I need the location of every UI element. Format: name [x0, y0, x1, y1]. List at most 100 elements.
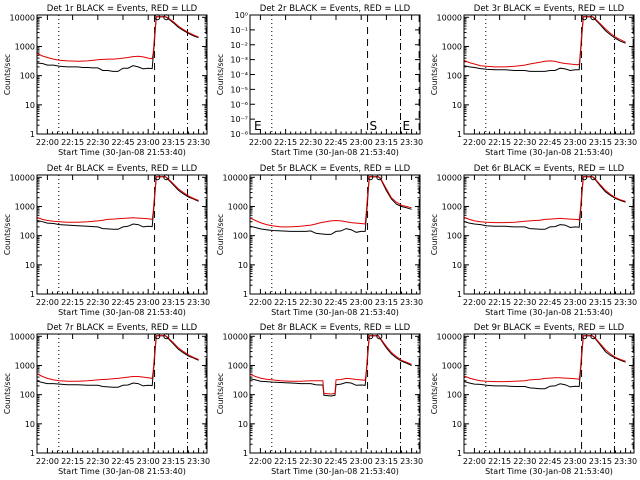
peak-marker [154, 174, 161, 181]
plot-frame [36, 174, 208, 295]
y-tick-label: 10⁻¹ [230, 26, 248, 35]
x-axis-label: Start Time (30-Jan-08 21:53:40) [58, 148, 186, 157]
peak-marker [163, 333, 170, 340]
x-axis-label: Start Time (30-Jan-08 21:53:40) [58, 467, 186, 476]
y-tick-label: 100 [447, 72, 462, 81]
chart-title: Det 9r BLACK = Events, RED = LLD [474, 323, 625, 333]
x-tick-label: 23:00 [350, 298, 373, 307]
x-tick-label: 22:15 [488, 457, 511, 466]
chart-panel-3: Det 3r BLACK = Events, RED = LLD 1 10 100 10… [430, 4, 637, 157]
y-tick-label: 100 [447, 391, 462, 400]
y-tick-label: 100 [20, 391, 35, 400]
peak-marker [581, 333, 588, 340]
y-tick-label: 1000 [442, 42, 462, 51]
peak-marker [376, 333, 383, 340]
x-tick-label: 22:30 [86, 138, 109, 147]
x-tick-label: 23:15 [162, 138, 185, 147]
x-tick-label: 23:15 [375, 298, 398, 307]
y-tick-label: 10⁻⁵ [230, 85, 248, 94]
x-tick-label: 23:15 [589, 298, 612, 307]
y-tick-label: 10000 [223, 332, 248, 341]
y-tick-label: 1000 [15, 42, 35, 51]
x-tick-label: 22:15 [274, 298, 297, 307]
x-tick-label: 22:00 [249, 298, 272, 307]
x-tick-label: 23:00 [137, 298, 160, 307]
y-tick-label: 10 [452, 420, 462, 429]
x-tick-label: 23:30 [187, 298, 210, 307]
events-series-line [37, 176, 199, 230]
y-tick-label: 1 [30, 290, 35, 299]
y-tick-label: 1 [457, 130, 462, 139]
y-axis-label: Counts/sec [430, 214, 439, 255]
x-tick-label: 23:00 [564, 138, 587, 147]
y-tick-label: 10000 [437, 13, 462, 22]
chart-panel-4: Det 4r BLACK = Events, RED = LLD 1 10 100 10… [3, 164, 210, 317]
x-tick-label: 23:15 [589, 457, 612, 466]
x-tick-label: 22:30 [86, 298, 109, 307]
lld-series-line [250, 335, 412, 395]
peak-marker [367, 333, 374, 340]
y-axis-label: Counts/sec [430, 373, 439, 414]
y-axis-label: Counts/sec [216, 214, 225, 255]
x-tick-label: 23:30 [400, 138, 423, 147]
plot-frame [463, 333, 635, 454]
y-tick-label: 100 [20, 72, 35, 81]
y-tick-label: 1000 [228, 202, 248, 211]
x-tick-label: 23:15 [162, 298, 185, 307]
y-tick-label: 10000 [437, 173, 462, 182]
peak-marker [590, 14, 597, 21]
y-axis-label: Counts/sec [430, 54, 439, 95]
peak-marker [590, 174, 597, 181]
x-tick-label: 22:30 [299, 457, 322, 466]
y-tick-label: 10000 [10, 13, 35, 22]
lld-series-line [250, 176, 412, 228]
events-series-line [464, 16, 626, 72]
y-tick-label: 1000 [15, 361, 35, 370]
y-tick-label: 100 [233, 391, 248, 400]
chart-title: Det 6r BLACK = Events, RED = LLD [474, 164, 625, 174]
x-tick-label: 23:00 [564, 298, 587, 307]
chart-panel-2: Det 2r BLACK = Events, RED = LLD 10⁰ 10⁻¹ 1… [216, 4, 423, 157]
x-tick-label: 22:00 [249, 138, 272, 147]
lld-series-line [464, 16, 626, 68]
y-tick-label: 10 [452, 101, 462, 110]
peak-marker [581, 174, 588, 181]
peak-marker [590, 333, 597, 340]
x-tick-label: 22:00 [36, 138, 59, 147]
plot-frame [249, 14, 421, 135]
y-tick-label: 10000 [10, 173, 35, 182]
y-tick-label: 1000 [228, 361, 248, 370]
lld-series-line [37, 335, 199, 382]
y-tick-label: 1 [243, 449, 248, 458]
peak-marker [581, 14, 588, 21]
x-tick-label: 23:30 [614, 138, 637, 147]
x-tick-label: 23:15 [375, 457, 398, 466]
x-tick-label: 22:45 [111, 298, 134, 307]
peak-marker [367, 174, 374, 181]
y-tick-label: 10 [25, 261, 35, 270]
x-tick-label: 22:45 [111, 457, 134, 466]
x-tick-label: 22:30 [299, 298, 322, 307]
y-tick-label: 1000 [442, 202, 462, 211]
y-tick-label: 1 [30, 449, 35, 458]
plot-frame [36, 333, 208, 454]
events-series-line [37, 335, 199, 388]
y-tick-label: 10 [25, 420, 35, 429]
chart-panel-7: Det 7r BLACK = Events, RED = LLD 1 10 100 10… [3, 323, 210, 476]
chart-panel-8: Det 8r BLACK = Events, RED = LLD 1 10 100 10… [216, 323, 423, 476]
x-axis-label: Start Time (30-Jan-08 21:53:40) [58, 308, 186, 317]
y-tick-label: 10000 [437, 332, 462, 341]
x-tick-label: 23:30 [187, 138, 210, 147]
chart-title: Det 3r BLACK = Events, RED = LLD [474, 4, 625, 14]
x-tick-label: 23:00 [564, 457, 587, 466]
x-tick-label: 22:00 [36, 298, 59, 307]
x-tick-label: 22:30 [86, 457, 109, 466]
y-tick-label: 1 [457, 290, 462, 299]
x-tick-label: 22:45 [538, 457, 561, 466]
y-tick-label: 100 [20, 232, 35, 241]
y-tick-label: 10000 [10, 332, 35, 341]
chart-title: Det 4r BLACK = Events, RED = LLD [47, 164, 198, 174]
x-axis-label: Start Time (30-Jan-08 21:53:40) [485, 467, 613, 476]
x-tick-label: 22:00 [249, 457, 272, 466]
peak-marker [154, 333, 161, 340]
